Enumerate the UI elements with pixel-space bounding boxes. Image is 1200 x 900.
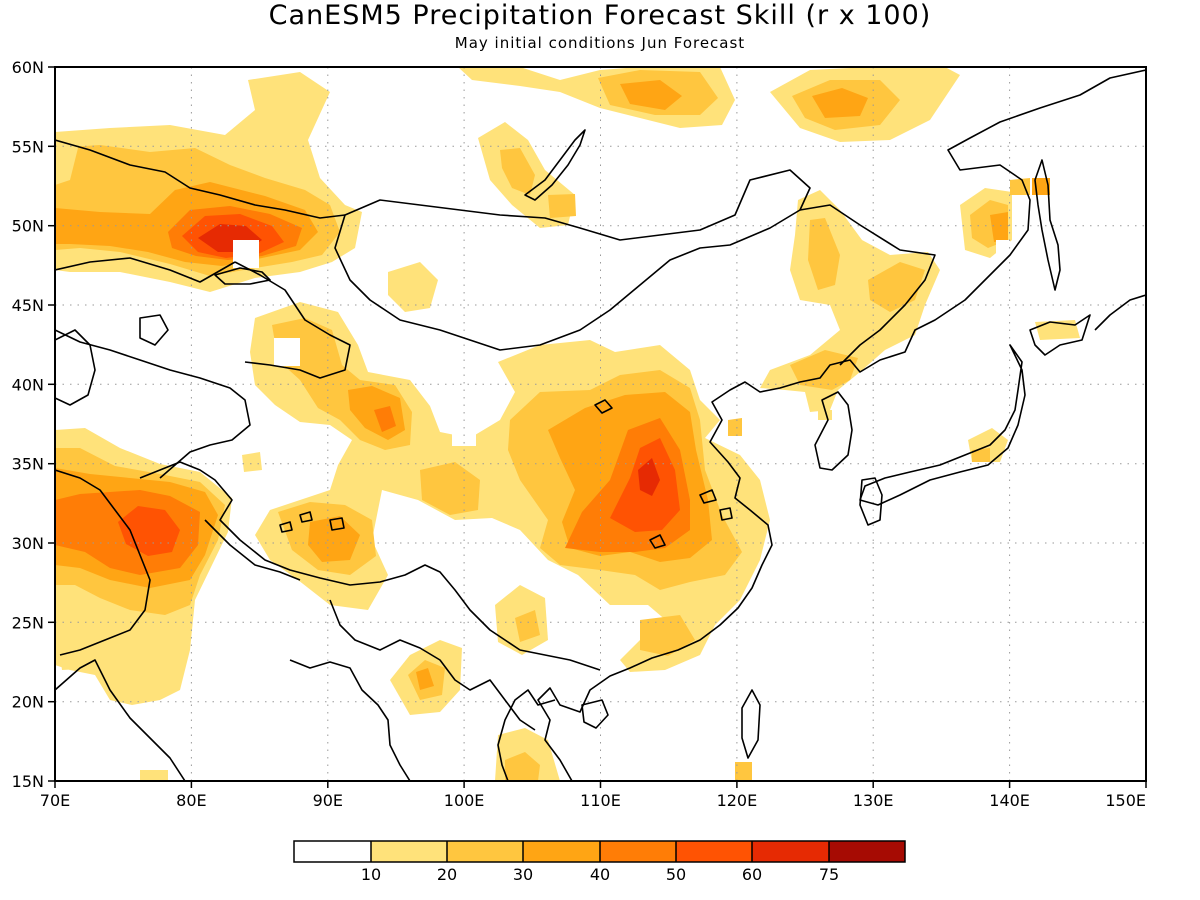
border-southeast-asia: [329, 599, 536, 731]
skill-region-northeast: [728, 178, 1080, 462]
border-kazakhstan-china: [234, 261, 351, 379]
lat-tick-label: 30N: [12, 534, 44, 553]
lake-qinghai: [594, 399, 613, 414]
lat-tick-label: 25N: [12, 613, 44, 632]
lon-tick-label: 100E: [444, 791, 485, 810]
colorbar-frame: [293, 840, 906, 863]
lat-tick-label: 60N: [12, 58, 44, 77]
lat-tick-label: 20N: [12, 693, 44, 712]
coastline-bangladesh: [289, 659, 411, 781]
colorbar-swatch: [600, 841, 676, 862]
lat-tick-label: 55N: [12, 137, 44, 156]
border-tibet-nepal: [204, 519, 301, 581]
skill-region-baikal: [388, 67, 960, 312]
lake-balkhash: [214, 267, 271, 285]
colorbar-swatch: [294, 841, 371, 862]
border-china-north: [799, 204, 936, 366]
colorbar-swatch: [752, 841, 829, 862]
lat-tick-label: 40N: [12, 375, 44, 394]
lon-tick-label: 80E: [176, 791, 206, 810]
river-lakes-east: [649, 489, 733, 549]
lake-baikal: [524, 129, 586, 201]
coastline-hokkaido: [1029, 314, 1091, 356]
coast-caspian: [55, 329, 96, 406]
lat-tick-label: 35N: [12, 455, 44, 474]
lon-tick-label: 70E: [40, 791, 70, 810]
coastline-india-bay: [55, 659, 186, 781]
coast-aral: [139, 314, 169, 346]
lat-axis: 15N 20N 25N 30N 35N 40N 45N 50N 55N 60N: [12, 58, 55, 791]
lat-tick-label: 15N: [12, 772, 44, 791]
skill-region-altai: [55, 72, 362, 292]
border-central-asia: [55, 257, 251, 479]
kamchatka: [1094, 294, 1146, 331]
colorbar-swatch: [371, 841, 447, 862]
skill-region-central-china: [508, 370, 742, 656]
colorbar-label: 10: [361, 865, 381, 884]
border-china-india: [139, 461, 601, 671]
colorbar: 10 20 30 40 50 60 75: [293, 840, 906, 884]
map-title: CanESM5 Precipitation Forecast Skill (r …: [268, 0, 932, 31]
colorbar-label: 40: [590, 865, 610, 884]
coastline-korea: [814, 391, 853, 471]
lakes-tibet: [279, 511, 345, 533]
border-russia-kazakhstan: [55, 139, 346, 219]
coastline-hainan: [581, 699, 609, 729]
coastline-taiwan: [741, 689, 761, 759]
lon-axis: 70E 80E 90E 100E 110E 120E 130E 140E 150…: [40, 781, 1147, 810]
lon-tick-label: 150E: [1105, 791, 1146, 810]
colorbar-label: 30: [513, 865, 533, 884]
colorbar-swatch: [829, 841, 905, 862]
colorbar-swatch: [676, 841, 752, 862]
lon-tick-label: 120E: [717, 791, 758, 810]
lon-tick-label: 140E: [989, 791, 1030, 810]
border-pakistan: [55, 469, 151, 656]
colorbar-label: 50: [666, 865, 686, 884]
colorbar-label: 20: [437, 865, 457, 884]
coastline-kyushu: [859, 477, 883, 526]
coastlines-borders: [55, 69, 1146, 781]
coastline-east-asia: [537, 69, 1146, 781]
lon-tick-label: 110E: [580, 791, 621, 810]
skill-region-south: [390, 585, 752, 781]
coastline-sakhalin: [1034, 159, 1061, 291]
colorbar-label: 60: [742, 865, 762, 884]
colorbar-swatch: [523, 841, 600, 862]
map-subtitle: May initial conditions Jun Forecast: [454, 34, 746, 52]
colorbar-swatch: [447, 841, 523, 862]
coastline-indochina: [497, 689, 556, 781]
coastline-japan-honshu: [859, 344, 1026, 506]
lon-tick-label: 90E: [313, 791, 343, 810]
lon-tick-label: 130E: [853, 791, 894, 810]
skill-region-india: [55, 428, 262, 781]
lat-tick-label: 50N: [12, 217, 44, 236]
border-mongolia: [334, 169, 811, 351]
colorbar-label: 75: [819, 865, 839, 884]
skill-fill-layer: [55, 67, 1080, 781]
lat-tick-label: 45N: [12, 296, 44, 315]
